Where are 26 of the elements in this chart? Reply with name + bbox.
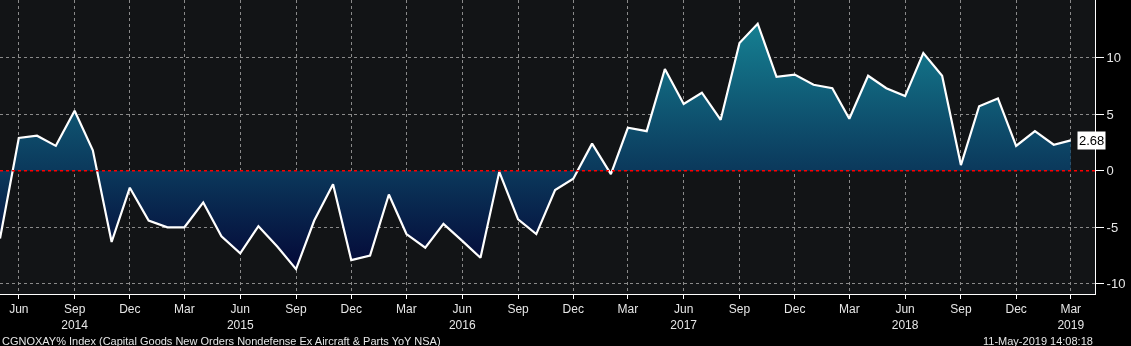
x-tick-label: Mar xyxy=(396,302,417,317)
y-tick-label: -5 xyxy=(1106,219,1119,235)
x-tick-label: Dec xyxy=(784,302,806,317)
x-tick-label: Sep xyxy=(950,302,972,317)
x-tick-label: Mar xyxy=(838,302,860,317)
y-tick-label: 10 xyxy=(1106,50,1122,66)
x-tick-label: Jun 2017 xyxy=(670,302,698,332)
x-tick-label: Mar xyxy=(174,302,195,317)
x-tick-label: Mar 2019 xyxy=(1057,302,1085,332)
y-tick-label: 0 xyxy=(1106,163,1114,179)
x-tick-label: Sep xyxy=(285,302,308,317)
x-tick-label: Dec xyxy=(119,302,141,317)
x-tick-label: Sep xyxy=(728,302,751,317)
x-tick-label: Dec xyxy=(340,302,362,317)
x-tick-label: Dec xyxy=(562,302,584,317)
y-tick-label: 5 xyxy=(1106,106,1114,122)
x-tick-label: Dec xyxy=(1005,302,1027,317)
x-tick-label: Sep 2014 xyxy=(61,302,89,332)
x-tick-label: Mar xyxy=(617,302,639,317)
x-tick-label: Jun 2015 xyxy=(226,302,254,332)
y-tick-label: -10 xyxy=(1106,276,1126,292)
x-tick-label: Jun 2018 xyxy=(891,302,919,332)
data-label: 2.68 xyxy=(1079,133,1105,148)
x-tick-label: Jun 2016 xyxy=(448,302,476,332)
x-tick-label: Sep xyxy=(507,302,530,317)
x-tick-label: Jun xyxy=(9,302,29,317)
